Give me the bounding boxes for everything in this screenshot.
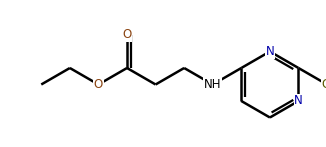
Text: O: O (122, 29, 132, 41)
Text: N: N (294, 95, 303, 107)
Text: Cl: Cl (321, 78, 326, 91)
Text: O: O (94, 78, 103, 91)
Text: NH: NH (204, 78, 221, 91)
Text: N: N (265, 45, 274, 58)
